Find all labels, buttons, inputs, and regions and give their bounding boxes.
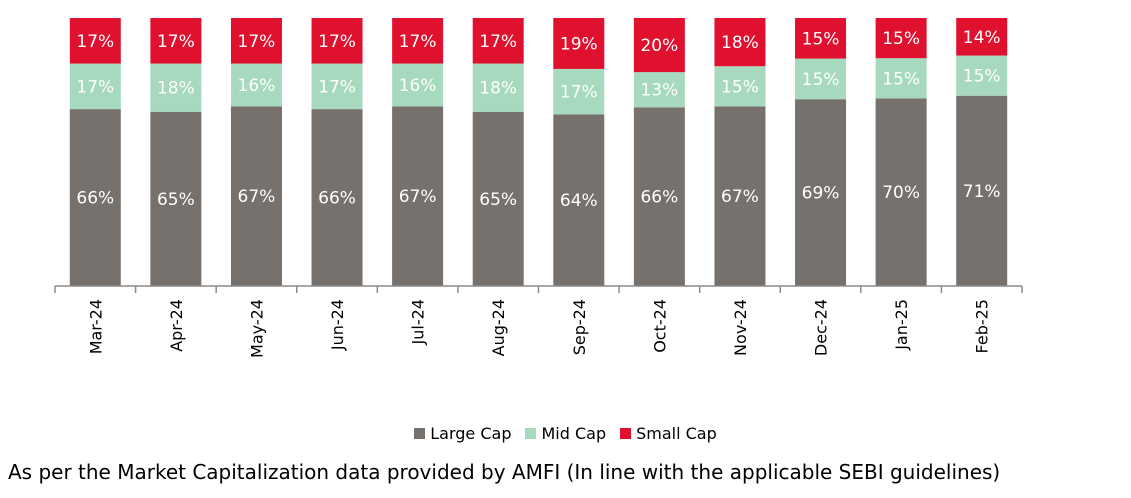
x-tick-label: Dec-24 [812, 299, 831, 356]
bars-group: 66% 17% 17% 65% 18% 17% 67% 16% 17% 66% 17% 17% 67% 1… [69, 18, 1008, 287]
bar-small-cap-jul-24 [392, 18, 444, 64]
bar-large-cap-mar-24 [69, 109, 121, 287]
legend-item-large-cap: Large Cap [414, 424, 511, 443]
legend-item-small-cap: Small Cap [620, 424, 717, 443]
data-label-large-cap-jun-24: 66% [318, 189, 356, 209]
bar-small-cap-mar-24 [69, 18, 121, 64]
bar-small-cap-jan-25 [875, 18, 927, 59]
data-label-mid-cap-mar-24: 17% [76, 77, 114, 97]
x-tick-label: Nov-24 [731, 299, 750, 356]
bar-small-cap-nov-24 [714, 18, 766, 67]
legend-swatch-large-cap [414, 428, 426, 439]
data-label-small-cap-jan-25: 15% [882, 29, 920, 49]
legend-label-mid-cap: Mid Cap [541, 424, 607, 443]
bar-large-cap-jul-24 [392, 106, 444, 286]
bar-large-cap-aug-24 [472, 111, 524, 286]
data-label-large-cap-jan-25: 70% [882, 183, 920, 203]
bar-large-cap-sep-24 [553, 114, 605, 286]
data-label-large-cap-apr-24: 65% [157, 190, 195, 210]
data-label-small-cap-oct-24: 20% [640, 36, 678, 56]
data-label-small-cap-jun-24: 17% [318, 32, 356, 52]
data-label-large-cap-may-24: 67% [238, 187, 276, 207]
data-label-small-cap-nov-24: 18% [721, 33, 759, 53]
data-label-mid-cap-sep-24: 17% [560, 83, 598, 103]
data-label-mid-cap-dec-24: 15% [802, 70, 840, 90]
bar-small-cap-dec-24 [795, 18, 847, 59]
data-label-small-cap-sep-24: 19% [560, 34, 598, 54]
bar-large-cap-jan-25 [875, 98, 927, 287]
bar-mid-cap-mar-24 [69, 63, 121, 110]
bar-large-cap-nov-24 [714, 106, 766, 286]
bar-large-cap-jun-24 [311, 109, 363, 287]
bar-small-cap-feb-25 [956, 18, 1008, 56]
data-label-small-cap-feb-25: 14% [963, 28, 1001, 48]
bar-mid-cap-may-24 [230, 63, 282, 107]
x-tick-label: May-24 [247, 299, 266, 358]
legend-item-mid-cap: Mid Cap [525, 424, 606, 443]
data-label-large-cap-jul-24: 67% [399, 187, 437, 207]
bar-small-cap-jun-24 [311, 18, 363, 64]
x-tick-label: Sep-24 [570, 299, 589, 355]
x-tick-label: Mar-24 [86, 299, 105, 354]
x-tick-label: Oct-24 [650, 299, 669, 353]
bar-large-cap-apr-24 [150, 111, 202, 286]
bar-mid-cap-jun-24 [311, 63, 363, 110]
bar-mid-cap-feb-25 [956, 55, 1008, 96]
bar-small-cap-oct-24 [633, 18, 685, 73]
x-tick-labels: Mar-24 Apr-24 May-24 Jun-24 Jul-24 Aug-24 Sep-… [86, 299, 991, 358]
legend: Large Cap Mid Cap Small Cap [0, 424, 1131, 443]
data-label-small-cap-dec-24: 15% [802, 29, 840, 49]
data-label-large-cap-dec-24: 69% [802, 184, 840, 204]
bar-large-cap-feb-25 [956, 95, 1008, 286]
bar-large-cap-oct-24 [633, 107, 685, 286]
data-label-mid-cap-may-24: 16% [238, 76, 276, 96]
legend-swatch-small-cap [620, 428, 632, 439]
bar-mid-cap-dec-24 [795, 58, 847, 100]
bar-mid-cap-apr-24 [150, 63, 202, 112]
x-axis [54, 285, 1023, 293]
data-label-mid-cap-nov-24: 15% [721, 77, 759, 97]
data-label-mid-cap-apr-24: 18% [157, 79, 195, 99]
data-label-mid-cap-oct-24: 13% [640, 81, 678, 101]
data-label-large-cap-nov-24: 67% [721, 187, 759, 207]
x-tick-label: Apr-24 [167, 299, 186, 352]
bar-mid-cap-aug-24 [472, 63, 524, 112]
data-label-large-cap-mar-24: 66% [76, 189, 114, 209]
data-label-mid-cap-feb-25: 15% [963, 67, 1001, 87]
x-tick-label: Aug-24 [489, 299, 508, 356]
data-label-large-cap-feb-25: 71% [963, 182, 1001, 202]
data-label-small-cap-apr-24: 17% [157, 32, 195, 52]
legend-label-small-cap: Small Cap [636, 424, 717, 443]
data-label-mid-cap-aug-24: 18% [479, 79, 517, 99]
data-label-large-cap-sep-24: 64% [560, 191, 598, 211]
bar-small-cap-apr-24 [150, 18, 202, 64]
data-label-large-cap-oct-24: 66% [640, 188, 678, 208]
bar-mid-cap-nov-24 [714, 66, 766, 107]
data-label-small-cap-jul-24: 17% [399, 32, 437, 52]
x-tick-label: Jun-24 [328, 299, 347, 351]
legend-swatch-mid-cap [525, 428, 537, 439]
data-label-mid-cap-jul-24: 16% [399, 76, 437, 96]
bar-large-cap-dec-24 [795, 99, 847, 286]
x-tick-label: Feb-25 [973, 299, 992, 353]
legend-label-large-cap: Large Cap [430, 424, 512, 443]
data-label-mid-cap-jun-24: 17% [318, 77, 356, 97]
bar-mid-cap-jul-24 [392, 63, 444, 107]
bar-mid-cap-jan-25 [875, 58, 927, 99]
bar-small-cap-sep-24 [553, 18, 605, 69]
data-label-small-cap-may-24: 17% [238, 32, 276, 52]
footnote: As per the Market Capitalization data pr… [8, 460, 1001, 484]
data-label-small-cap-mar-24: 17% [76, 32, 114, 52]
stacked-bar-chart: 66% 17% 17% 65% 18% 17% 67% 16% 17% 66% 17% 17% 67% 1… [54, 18, 1023, 358]
data-label-large-cap-aug-24: 65% [479, 190, 517, 210]
bar-large-cap-may-24 [230, 106, 282, 286]
x-tick-label: Jul-24 [409, 299, 428, 345]
bar-mid-cap-sep-24 [553, 68, 605, 115]
bar-mid-cap-oct-24 [633, 72, 685, 108]
x-tick-label: Jan-25 [892, 299, 911, 351]
data-label-small-cap-aug-24: 17% [479, 32, 517, 52]
bar-small-cap-aug-24 [472, 18, 524, 64]
bar-small-cap-may-24 [230, 18, 282, 64]
data-label-mid-cap-jan-25: 15% [882, 69, 920, 89]
